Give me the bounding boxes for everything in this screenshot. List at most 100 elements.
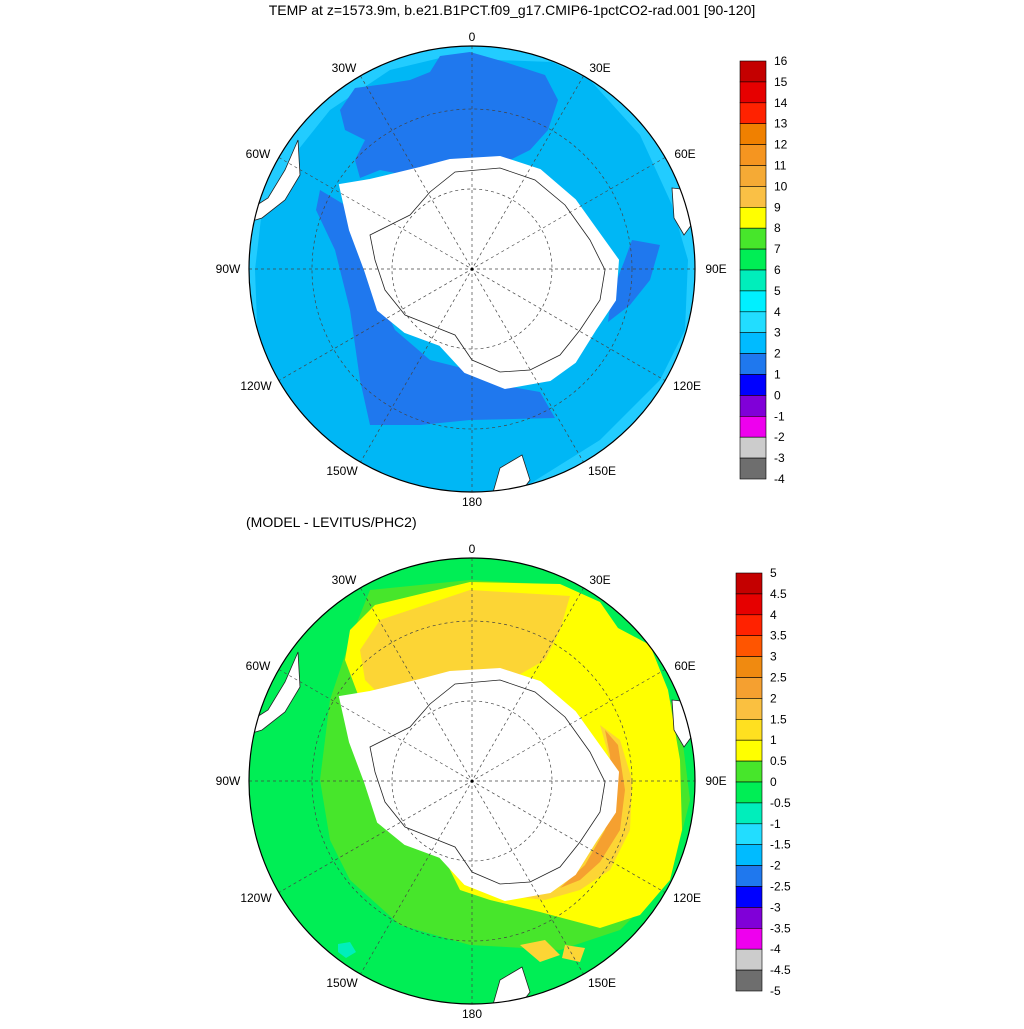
lon-label: 60W (246, 147, 271, 161)
lon-label: 60W (246, 659, 271, 673)
colorbar-swatch (739, 102, 767, 125)
colorbar-tick-label: -1.5 (770, 838, 791, 852)
cold-basin-indian-sector (608, 240, 660, 322)
lon-label: 120W (240, 379, 272, 393)
colorbar-tick-label: -4.5 (770, 963, 791, 977)
colorbar-tick-label: 11 (774, 159, 787, 173)
colorbar-tick-label: 5 (770, 566, 777, 580)
colorbar-tick-label: 1.5 (770, 712, 787, 726)
colorbar-swatch (735, 844, 763, 866)
lon-label: 60E (674, 659, 695, 673)
map-boundary (248, 45, 696, 493)
antarctica-landmass (338, 155, 620, 390)
colorbar-swatch (735, 635, 763, 657)
panel-temperature: TEMP at z=1573.9m, b.e21.B1PCT.f09_g17.C… (216, 2, 788, 509)
colorbar-tick-label: -3 (774, 451, 785, 465)
south-pole-marker (470, 267, 474, 271)
colorbar-swatch (739, 374, 767, 396)
colorbar-tick-label: 0 (770, 775, 777, 789)
colorbar-tick-label: 2 (770, 691, 777, 705)
antarctica-coastline (369, 679, 606, 885)
colorbar-tick-label: 15 (774, 75, 788, 89)
colorbar-tick-label: 16 (774, 54, 788, 68)
colorbar-tick-label: 3.5 (770, 629, 787, 643)
colorbar: 5 4.5 4 3.5 3 2.5 2 1.5 1 0.5 0 -0.5 -1 -1.5 -2 -2.5 -3 -… (735, 566, 791, 998)
colorbar-swatch (739, 415, 767, 438)
colorbar-swatch (735, 927, 763, 950)
colorbar-swatch (739, 186, 767, 208)
lon-label: 90W (216, 262, 241, 276)
colorbar-tick-label: 0.5 (770, 754, 787, 768)
colorbar-tick-label: 7 (774, 242, 781, 256)
colorbar-swatch (739, 395, 767, 417)
polar-map (249, 46, 695, 492)
colorbar-swatch (735, 865, 763, 887)
colorbar-tick-label: -3 (770, 900, 781, 914)
colorbar-swatch (735, 739, 763, 762)
colorbar-swatch (735, 948, 763, 971)
colorbar-tick-label: -2 (770, 859, 781, 873)
colorbar-tick-label: -0.5 (770, 796, 791, 810)
lon-label: 90E (705, 262, 726, 276)
lon-label: 0 (469, 542, 476, 556)
colorbar-tick-label: 4.5 (770, 587, 787, 601)
colorbar-tick-label: 3 (774, 326, 781, 340)
colorbar-swatch (739, 248, 767, 271)
cold-basin-atlantic-sector (340, 52, 558, 178)
colorbar-swatch (739, 457, 767, 480)
colorbar-tick-label: 4 (770, 608, 777, 622)
lon-label: 60E (674, 147, 695, 161)
cold-basin-pacific-sector (316, 190, 555, 425)
colorbar-tick-label: 8 (774, 221, 781, 235)
colorbar-swatch (739, 290, 767, 313)
colorbar-swatch (735, 886, 763, 908)
colorbar-swatch (735, 698, 763, 720)
colorbar-swatch (735, 760, 763, 783)
colorbar-tick-label: 2 (774, 347, 781, 361)
panel-title: (MODEL - LEVITUS/PHC2) (246, 514, 417, 530)
warm-patches-pacific (520, 940, 585, 962)
colorbar-swatch (739, 353, 767, 375)
colorbar-swatch (739, 207, 767, 229)
colorbar-tick-label: 3 (770, 650, 777, 664)
colorbar-tick-label: 4 (774, 305, 781, 319)
colorbar-tick-label: 5 (774, 284, 781, 298)
antarctica-coastline (369, 167, 606, 373)
panel-title: TEMP at z=1573.9m, b.e21.B1PCT.f09_g17.C… (269, 2, 756, 18)
colorbar-swatch (739, 81, 767, 104)
lon-label: 30W (332, 61, 357, 75)
colorbar-tick-label: -1 (770, 817, 781, 831)
colorbar-swatch (739, 436, 767, 459)
colorbar-tick-label: 1 (770, 733, 777, 747)
colorbar-swatch (739, 311, 767, 333)
lon-label: 120W (240, 891, 272, 905)
lon-label: 150E (588, 976, 616, 990)
colorbar-tick-label: -5 (770, 984, 781, 998)
lon-label: 120E (673, 379, 701, 393)
colorbar-tick-label: 1 (774, 368, 781, 382)
colorbar-swatch (735, 593, 763, 616)
lon-label: 150W (326, 976, 358, 990)
colorbar-swatch (735, 907, 763, 929)
colorbar-swatch (739, 269, 767, 292)
cool-anomaly-spot (338, 942, 356, 958)
colorbar-swatch (735, 614, 763, 636)
colorbar-tick-label: 6 (774, 263, 781, 277)
lon-label: 150W (326, 464, 358, 478)
colorbar-swatch (739, 60, 767, 83)
colorbar-swatch (735, 823, 763, 845)
panel-difference: (MODEL - LEVITUS/PHC2) (216, 514, 791, 1021)
colorbar-tick-label: -1 (774, 409, 785, 423)
colorbar-swatch (735, 781, 763, 804)
colorbar-swatch (735, 969, 763, 992)
lon-label: 90W (216, 774, 241, 788)
colorbar-swatch (739, 227, 767, 250)
map-boundary (248, 557, 696, 1005)
colorbar-swatch (735, 802, 763, 825)
lon-label: 30W (332, 573, 357, 587)
longitude-labels: 0 30E 60E 90E 120E 150E 180 150W 120W 90… (216, 542, 727, 1021)
lon-label: 30E (589, 61, 610, 75)
colorbar-swatch (739, 165, 767, 187)
